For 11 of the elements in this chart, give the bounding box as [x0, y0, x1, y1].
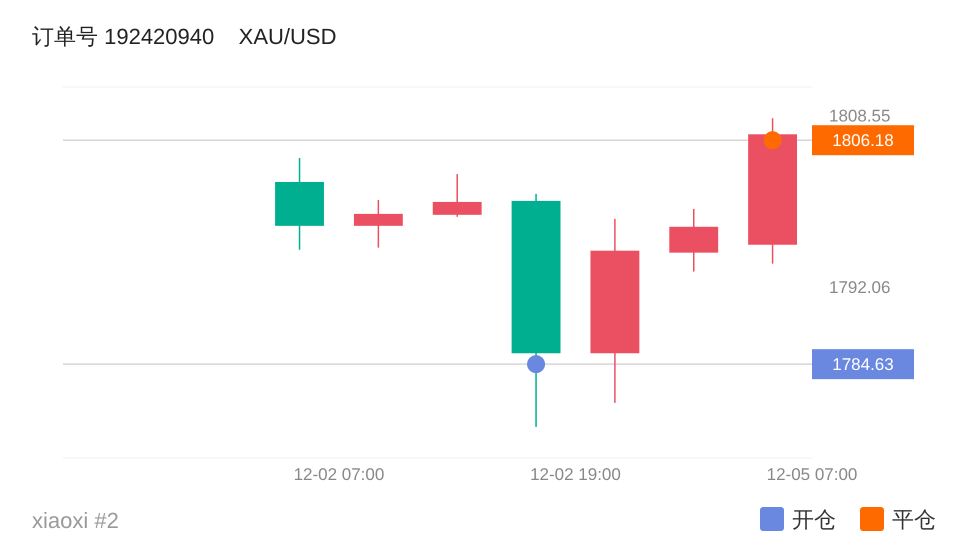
legend-label: 平仓: [892, 507, 936, 532]
legend-label: 开仓: [792, 507, 836, 532]
x-tick-label: 12-02 07:00: [294, 465, 384, 484]
y-tick-label: 1792.06: [829, 278, 890, 297]
ref-line-label: 1784.63: [832, 355, 894, 374]
x-tick-label: 12-05 07:00: [766, 465, 858, 484]
chart-title: 订单号 192420940 XAU/USD: [32, 24, 336, 49]
y-tick-label: 1808.55: [829, 106, 890, 126]
ref-line-label: 1806.18: [832, 131, 894, 150]
text: xiaoxi #2: [32, 508, 119, 533]
x-tick-label: 12-02 19:00: [530, 465, 621, 484]
